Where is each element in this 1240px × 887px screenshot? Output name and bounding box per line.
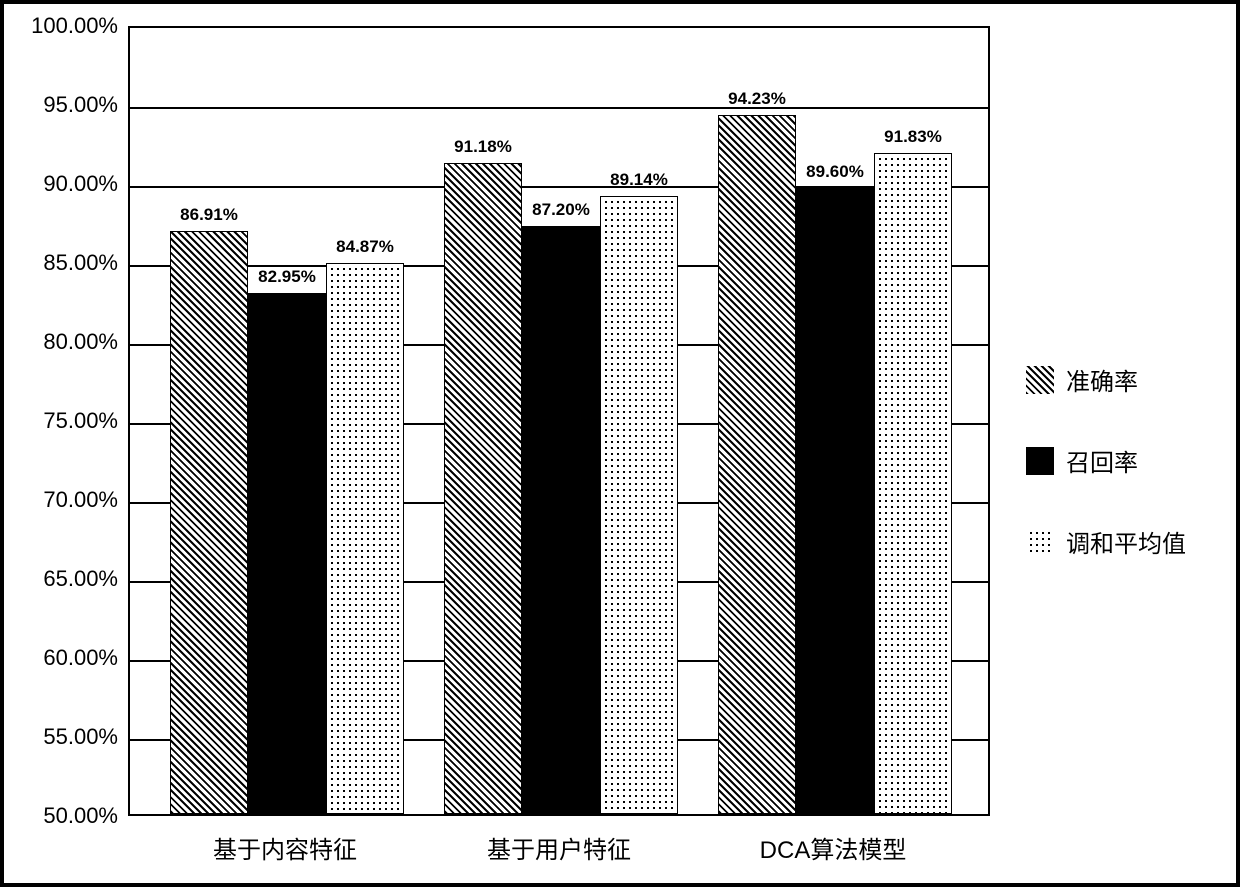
bar — [170, 231, 248, 814]
bar-value-label: 94.23% — [728, 89, 786, 109]
bar-value-label: 84.87% — [336, 237, 394, 257]
legend-label: 调和平均值 — [1066, 524, 1186, 559]
bar — [522, 226, 600, 814]
bar-value-label: 82.95% — [258, 267, 316, 287]
y-tick-label: 60.00% — [4, 645, 118, 671]
bar-value-label: 91.83% — [884, 127, 942, 147]
y-tick-label: 100.00% — [4, 13, 118, 39]
legend-item: 准确率 — [1026, 362, 1186, 397]
legend-item: 调和平均值 — [1026, 524, 1186, 559]
y-tick-label: 50.00% — [4, 803, 118, 829]
gridline — [130, 107, 988, 109]
legend-swatch — [1026, 528, 1054, 556]
legend-swatch — [1026, 366, 1054, 394]
bar-value-label: 91.18% — [454, 137, 512, 157]
bar-value-label: 87.20% — [532, 200, 590, 220]
chart-plot-area: 86.91% 82.95% 84.87% 91.18% 87.20% 89.14% 94.2… — [128, 26, 990, 816]
x-tick-label: 基于内容特征 — [213, 830, 357, 865]
bar — [718, 115, 796, 814]
y-tick-label: 80.00% — [4, 329, 118, 355]
bar-value-label: 89.14% — [610, 170, 668, 190]
y-tick-label: 75.00% — [4, 408, 118, 434]
bar — [248, 293, 326, 814]
legend-item: 召回率 — [1026, 443, 1186, 478]
bar — [874, 153, 952, 814]
y-tick-label: 65.00% — [4, 566, 118, 592]
y-tick-label: 85.00% — [4, 250, 118, 276]
y-tick-label: 70.00% — [4, 487, 118, 513]
bar-value-label: 89.60% — [806, 162, 864, 182]
bar — [600, 196, 678, 814]
chart-outer-frame: 86.91% 82.95% 84.87% 91.18% 87.20% 89.14% 94.2… — [0, 0, 1240, 887]
x-tick-label: DCA算法模型 — [760, 830, 907, 865]
y-tick-label: 90.00% — [4, 171, 118, 197]
legend-label: 准确率 — [1066, 362, 1138, 397]
bar — [796, 188, 874, 814]
y-tick-label: 55.00% — [4, 724, 118, 750]
bar-value-label: 86.91% — [180, 205, 238, 225]
x-tick-label: 基于用户特征 — [487, 830, 631, 865]
legend-label: 召回率 — [1066, 443, 1138, 478]
legend-swatch — [1026, 447, 1054, 475]
bar — [326, 263, 404, 814]
legend: 准确率召回率调和平均值 — [1026, 362, 1186, 605]
bar — [444, 163, 522, 814]
plot-area: 86.91% 82.95% 84.87% 91.18% 87.20% 89.14% 94.2… — [130, 28, 988, 814]
y-tick-label: 95.00% — [4, 92, 118, 118]
